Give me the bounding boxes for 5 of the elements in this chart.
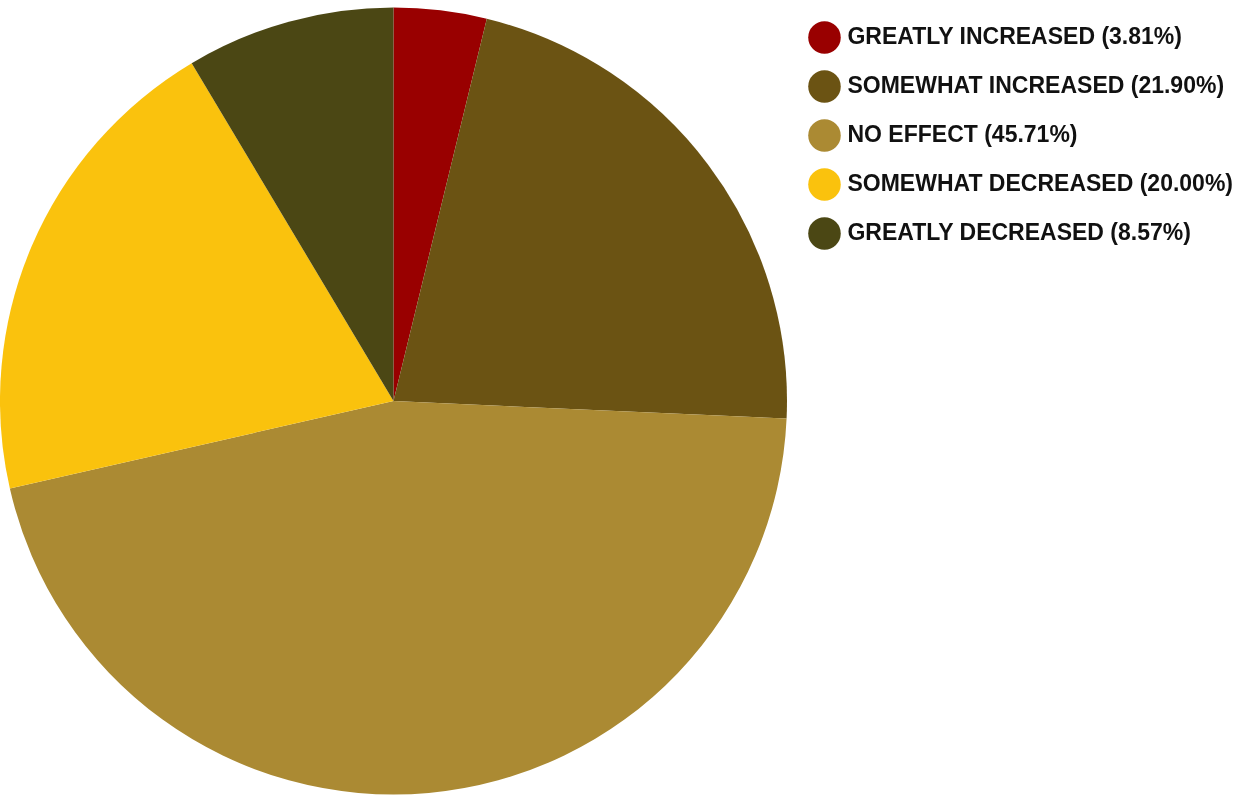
legend-label: SOMEWHAT INCREASED (21.90%): [847, 71, 1225, 98]
legend-label: SOMEWHAT DECREASED (20.00%): [847, 169, 1234, 196]
legend-label: NO EFFECT (45.71%): [847, 120, 1078, 147]
legend-label: GREATLY INCREASED (3.81%): [847, 22, 1182, 49]
legend-label: GREATLY DECREASED (8.57%): [847, 218, 1191, 245]
